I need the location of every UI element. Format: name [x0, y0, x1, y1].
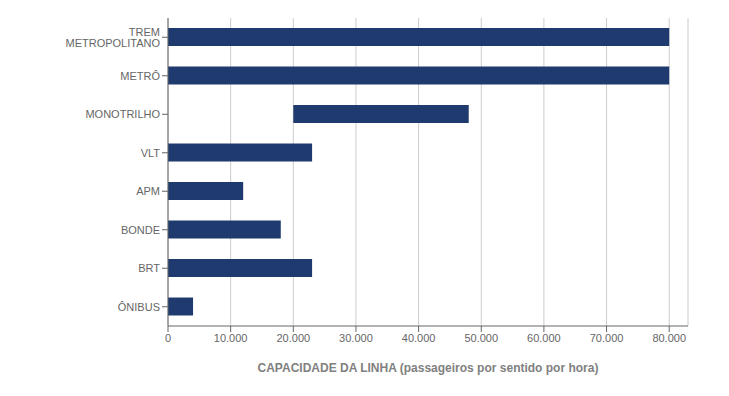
svg-text:20.000: 20.000 [276, 332, 310, 344]
svg-text:60.000: 60.000 [527, 332, 561, 344]
svg-text:10.000: 10.000 [214, 332, 248, 344]
svg-text:BRT: BRT [138, 262, 160, 274]
svg-text:40.000: 40.000 [402, 332, 436, 344]
svg-text:CAPACIDADE DA LINHA (passageir: CAPACIDADE DA LINHA (passageiros por sen… [258, 361, 599, 375]
svg-text:BONDE: BONDE [121, 224, 160, 236]
svg-text:0: 0 [165, 332, 171, 344]
svg-text:80.000: 80.000 [652, 332, 686, 344]
svg-text:30.000: 30.000 [339, 332, 373, 344]
svg-text:METRÔ: METRÔ [120, 70, 160, 82]
svg-text:50.000: 50.000 [464, 332, 498, 344]
svg-text:MONOTRILHO: MONOTRILHO [85, 108, 160, 120]
svg-text:ÔNIBUS: ÔNIBUS [118, 301, 160, 313]
svg-text:TREMMETROPOLITANO: TREMMETROPOLITANO [65, 26, 160, 49]
svg-text:VLT: VLT [141, 147, 161, 159]
svg-text:APM: APM [136, 185, 160, 197]
svg-text:70.000: 70.000 [590, 332, 624, 344]
